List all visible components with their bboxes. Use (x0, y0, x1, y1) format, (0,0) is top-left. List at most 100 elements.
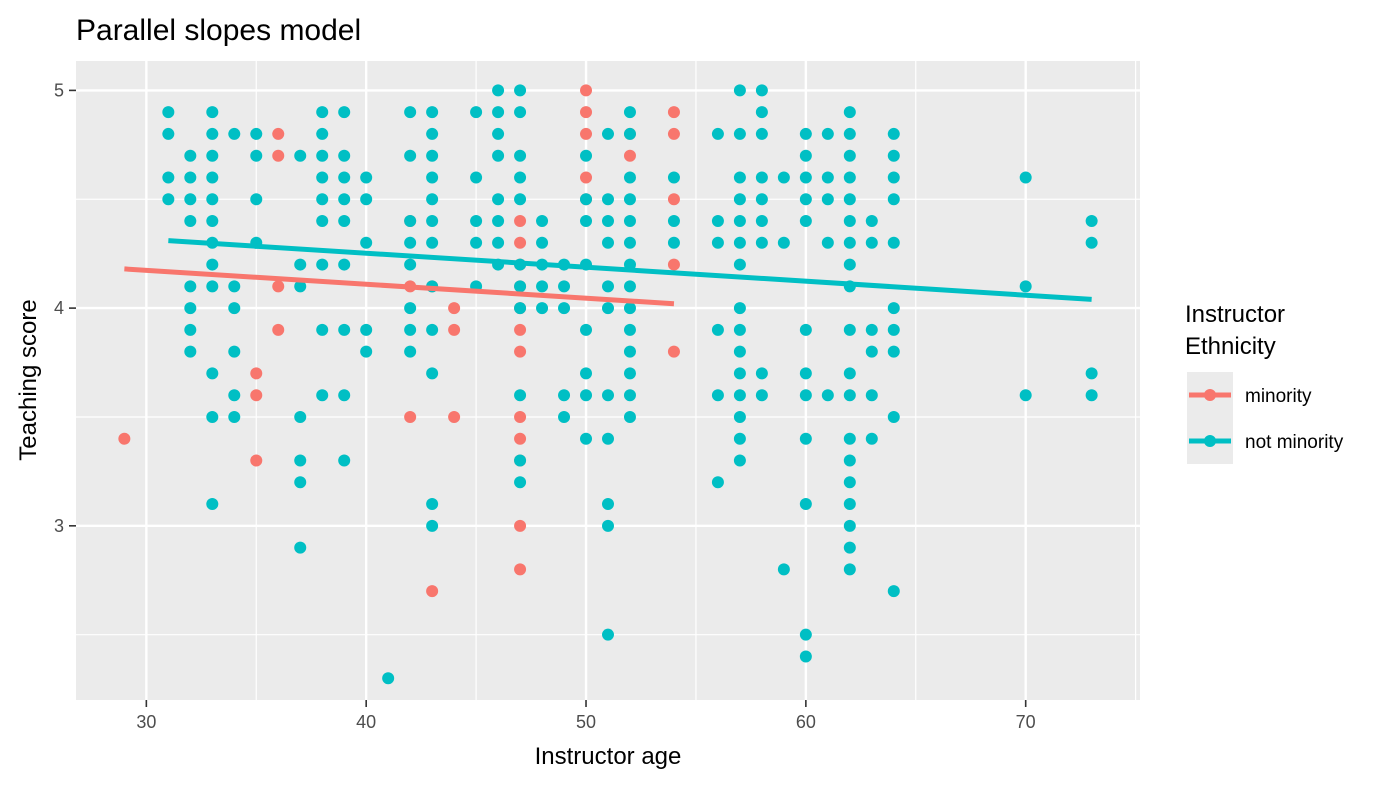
x-tick-label: 30 (136, 712, 156, 732)
minority-point (667, 345, 680, 358)
minority-point (272, 149, 285, 162)
not-minority-point (492, 193, 505, 206)
not-minority-point (887, 302, 900, 315)
not-minority-point (580, 215, 593, 228)
not-minority-point (250, 193, 263, 206)
not-minority-point (821, 236, 834, 249)
minority-point (667, 127, 680, 140)
not-minority-point (338, 171, 351, 184)
not-minority-point (492, 149, 505, 162)
not-minority-point (206, 215, 219, 228)
not-minority-point (162, 127, 175, 140)
not-minority-point (558, 410, 571, 423)
not-minority-point (711, 127, 724, 140)
not-minority-point (492, 106, 505, 119)
minority-point (272, 323, 285, 336)
not-minority-point (623, 193, 636, 206)
not-minority-point (843, 519, 856, 532)
not-minority-point (602, 302, 614, 315)
not-minority-point (580, 389, 593, 402)
not-minority-point (206, 127, 219, 140)
minority-point (514, 410, 527, 423)
not-minority-point (206, 367, 219, 380)
not-minority-point (558, 280, 571, 293)
not-minority-point (206, 258, 219, 271)
not-minority-point (733, 345, 746, 358)
not-minority-point (316, 215, 329, 228)
not-minority-point (602, 498, 614, 511)
not-minority-point (755, 236, 768, 249)
not-minority-point (887, 345, 900, 358)
not-minority-point (843, 541, 856, 554)
minority-point (580, 84, 593, 97)
not-minority-point (1085, 367, 1098, 380)
not-minority-point (821, 389, 834, 402)
not-minority-point (536, 302, 549, 315)
not-minority-point (602, 389, 614, 402)
not-minority-point (843, 106, 856, 119)
minority-point (426, 585, 439, 598)
not-minority-point (843, 215, 856, 228)
not-minority-point (316, 258, 329, 271)
fit-lines (124, 238, 1092, 307)
minority-fit-line (124, 266, 675, 307)
legend-item-minority: minority (1187, 372, 1312, 418)
not-minority-point (316, 171, 329, 184)
not-minority-point (184, 302, 197, 315)
not-minority-point (711, 323, 724, 336)
y-tick-label: 3 (54, 516, 64, 536)
not-minority-point (294, 149, 307, 162)
not-minority-point (865, 345, 878, 358)
not-minority-point (536, 280, 549, 293)
not-minority-point (426, 519, 439, 532)
not-minority-point (514, 171, 527, 184)
not-minority-point (623, 323, 636, 336)
not-minority-point (1019, 280, 1032, 293)
not-minority-point (316, 389, 329, 402)
not-minority-point (843, 258, 856, 271)
not-minority-point (426, 498, 439, 511)
not-minority-point (404, 323, 417, 336)
minority-point (250, 454, 263, 467)
not-minority-point (843, 367, 856, 380)
not-minority-point (316, 149, 329, 162)
not-minority-point (777, 563, 790, 576)
not-minority-point (602, 193, 614, 206)
not-minority-point (799, 432, 812, 445)
x-tick-label: 60 (796, 712, 816, 732)
minority-point (514, 563, 527, 576)
x-tick-label: 50 (576, 712, 596, 732)
not-minority-point (404, 345, 417, 358)
chart-title: Parallel slopes model (76, 14, 361, 47)
not-minority-point (1019, 171, 1032, 184)
not-minority-point (404, 236, 417, 249)
not-minority-point (536, 236, 549, 249)
not-minority-point (887, 127, 900, 140)
not-minority-point (184, 149, 197, 162)
not-minority-point (316, 193, 329, 206)
not-minority-point (1085, 389, 1098, 402)
legend-key-point (1204, 389, 1216, 401)
not-minority-point (821, 171, 834, 184)
not-minority-point (733, 193, 746, 206)
not-minority-point (623, 389, 636, 402)
minority-point (404, 410, 417, 423)
not-minority-point (316, 127, 329, 140)
not-minority-point (799, 149, 812, 162)
not-minority-point (404, 149, 417, 162)
legend: Instructor Ethnicity minority not minorit… (1185, 301, 1344, 464)
not-minority-point (602, 236, 614, 249)
not-minority-point (733, 236, 746, 249)
not-minority-point (580, 367, 593, 380)
not-minority-point (623, 171, 636, 184)
not-minority-point (514, 193, 527, 206)
minority-point (667, 193, 680, 206)
minority-point (623, 149, 636, 162)
not-minority-point (623, 302, 636, 315)
x-tick-label: 70 (1016, 712, 1036, 732)
not-minority-point (426, 215, 439, 228)
not-minority-point (755, 106, 768, 119)
not-minority-point (733, 127, 746, 140)
minority-point (448, 302, 461, 315)
